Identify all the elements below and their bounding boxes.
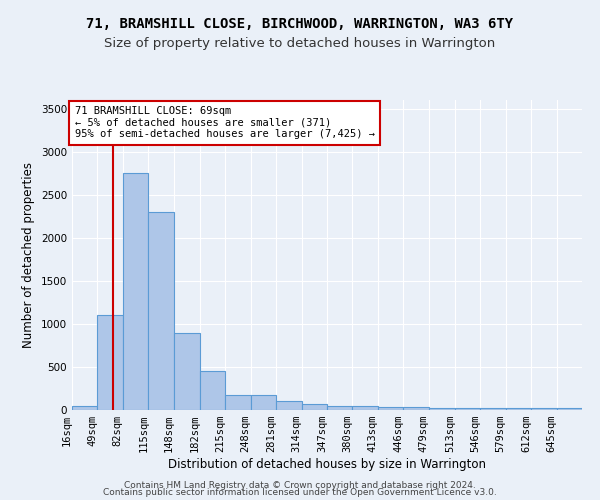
Bar (251, 395, 276, 410)
Bar (506, 408, 531, 410)
Bar (403, 408, 428, 410)
Bar (455, 408, 481, 410)
Bar (276, 402, 302, 410)
Bar (531, 408, 557, 410)
Bar (72, 406, 97, 410)
Bar (200, 371, 226, 410)
Bar (148, 212, 173, 410)
Bar (557, 408, 582, 410)
Bar (97, 316, 123, 410)
Bar (481, 408, 506, 410)
Text: 71, BRAMSHILL CLOSE, BIRCHWOOD, WARRINGTON, WA3 6TY: 71, BRAMSHILL CLOSE, BIRCHWOOD, WARRINGT… (86, 18, 514, 32)
Bar (428, 408, 455, 410)
Y-axis label: Number of detached properties: Number of detached properties (22, 162, 35, 348)
Bar (123, 173, 148, 410)
Bar (302, 404, 327, 410)
X-axis label: Distribution of detached houses by size in Warrington: Distribution of detached houses by size … (168, 458, 486, 471)
Bar (378, 408, 403, 410)
Text: 71 BRAMSHILL CLOSE: 69sqm
← 5% of detached houses are smaller (371)
95% of semi-: 71 BRAMSHILL CLOSE: 69sqm ← 5% of detach… (74, 106, 374, 140)
Bar (173, 332, 200, 410)
Bar (327, 406, 352, 410)
Bar (352, 406, 378, 410)
Text: Contains public sector information licensed under the Open Government Licence v3: Contains public sector information licen… (103, 488, 497, 497)
Text: Contains HM Land Registry data © Crown copyright and database right 2024.: Contains HM Land Registry data © Crown c… (124, 480, 476, 490)
Bar (226, 395, 251, 410)
Text: Size of property relative to detached houses in Warrington: Size of property relative to detached ho… (104, 38, 496, 51)
